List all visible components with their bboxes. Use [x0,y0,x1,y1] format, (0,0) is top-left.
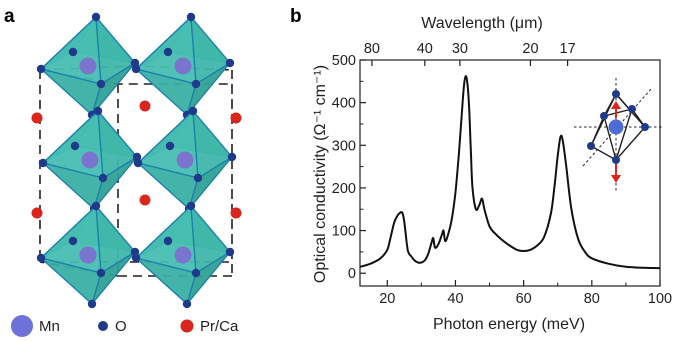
top-axis-ticks: 80 40 30 20 17 [364,41,576,66]
oxygen-atom [70,141,80,151]
mno6-octahedron [131,12,235,120]
y-tick-label: 500 [332,53,356,69]
mn-atom [79,57,97,75]
oxygen-atom [163,47,173,57]
x-axis-ticks: 20 40 60 80 100 [379,280,672,307]
top-axis-title: Wavelength (μm) [421,15,543,32]
oxygen-atoms-inset [587,90,649,164]
mn-atom [79,246,97,264]
oxygen-atom [186,12,196,22]
mno6-octahedron [133,106,237,214]
oxygen-atom [93,106,103,116]
oxygen-atom [98,173,108,183]
panel-a: a Mn [4,6,242,337]
x-tick-label: 60 [516,291,532,307]
displacement-arrows [611,101,621,183]
pr-ca-atoms [31,100,242,219]
mn-atom [174,57,192,75]
y-tick-label: 0 [348,266,356,282]
y-axis-ticks: 0 100 200 300 400 500 [332,53,366,282]
panel-a-legend: Mn O Pr/Ca [11,315,239,337]
oxygen-atom [96,268,106,278]
top-tick-label: 20 [522,41,538,57]
mn-atom [81,151,99,169]
legend-item-o: O [98,318,127,335]
oxygen-atom-icon [98,321,108,331]
y-tick-label: 400 [332,96,356,112]
legend-label-pr-ca: Pr/Ca [200,318,239,335]
oxygen-atom [186,201,196,211]
oxygen-atom [191,79,201,89]
y-axis-title: Optical conductivity (Ω⁻¹ cm⁻¹) [312,65,329,283]
oxygen-atom [68,236,78,246]
mn-atom [176,151,194,169]
oxygen-atom [131,253,141,263]
pr-ca-atom-icon [180,319,194,333]
plot-frame [359,59,661,287]
oxygen-atom [87,299,97,309]
oxygen-atom [91,12,101,22]
x-axis-title: Photon energy (meV) [433,316,585,333]
top-tick-label: 40 [417,41,433,57]
oxygen-atom [38,158,48,168]
oxygen-atom [133,158,143,168]
mn-atom-inset [608,119,624,135]
conductivity-curve [359,75,661,270]
oxygen-atom [96,79,106,89]
mn-atom-icon [11,315,33,337]
mno6-octahedron [36,12,140,120]
x-tick-label: 40 [447,291,463,307]
x-tick-label: 20 [379,291,395,307]
mno6-octahedron [38,106,142,214]
x-tick-label: 80 [584,291,600,307]
panel-b: b 20 40 60 80 100 0 100 200 300 400 500 80 40 30 20 1… [290,6,672,333]
oxygen-atom [182,299,192,309]
y-tick-label: 100 [332,224,356,240]
oxygen-atom [225,58,235,68]
oxygen-atom [163,236,173,246]
y-tick-label: 300 [332,138,356,154]
mno6-octahedron [131,201,235,309]
oxygen-atom [91,201,101,211]
oxygen-atom [191,268,201,278]
top-tick-label: 30 [452,41,468,57]
top-tick-label: 17 [560,41,576,57]
oxygen-atom [36,253,46,263]
mno6-octahedra [36,12,237,309]
x-tick-label: 100 [648,291,672,307]
oxygen-atom [188,106,198,116]
top-tick-label: 80 [364,41,380,57]
inset-octahedron-diagram [574,78,664,192]
oxygen-atom [193,173,203,183]
legend-label-mn: Mn [39,318,60,335]
y-tick-label: 200 [332,181,356,197]
legend-item-pr-ca: Pr/Ca [180,318,239,335]
legend-item-mn: Mn [11,315,60,337]
mno6-octahedron [36,201,140,309]
oxygen-atom [227,152,237,162]
mn-atom [174,246,192,264]
oxygen-atom [165,141,175,151]
oxygen-atom [68,47,78,57]
legend-label-o: O [115,318,127,335]
oxygen-atom [225,247,235,257]
panel-b-letter: b [290,6,302,27]
crystal-structure-illustration [31,12,242,309]
oxygen-atom [36,64,46,74]
panel-a-letter: a [4,6,15,27]
oxygen-atom [131,64,141,74]
